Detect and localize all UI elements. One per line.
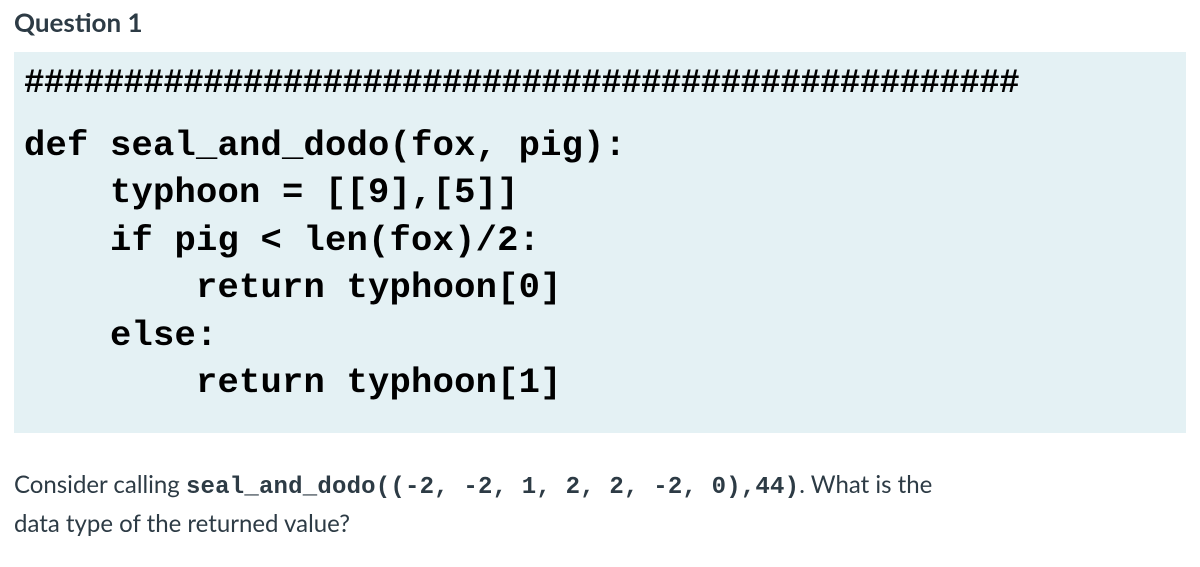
code-block: ########################################… xyxy=(14,52,1186,433)
code-line: typhoon = [[9],[5]] xyxy=(24,172,519,213)
question-container: Question 1 #############################… xyxy=(0,0,1200,556)
code-line: if pig < len(fox)/2: xyxy=(24,220,540,261)
prompt-prefix: Consider calling xyxy=(14,470,186,499)
code-line: return typhoon[1] xyxy=(24,362,562,403)
code-line: else: xyxy=(24,315,218,356)
code-line: return typhoon[0] xyxy=(24,267,562,308)
code-hash-line: ########################################… xyxy=(24,62,1176,108)
question-prompt: Consider calling seal_and_dodo((-2, -2, … xyxy=(14,467,1186,542)
question-title: Question 1 xyxy=(14,6,1186,38)
prompt-middle: . What is the xyxy=(799,470,932,499)
prompt-line2: data type of the returned value? xyxy=(14,509,350,538)
code-line: def seal_and_dodo(fox, pig): xyxy=(24,125,626,166)
prompt-call: seal_and_dodo((-2, -2, 1, 2, 2, -2, 0),4… xyxy=(186,474,799,501)
